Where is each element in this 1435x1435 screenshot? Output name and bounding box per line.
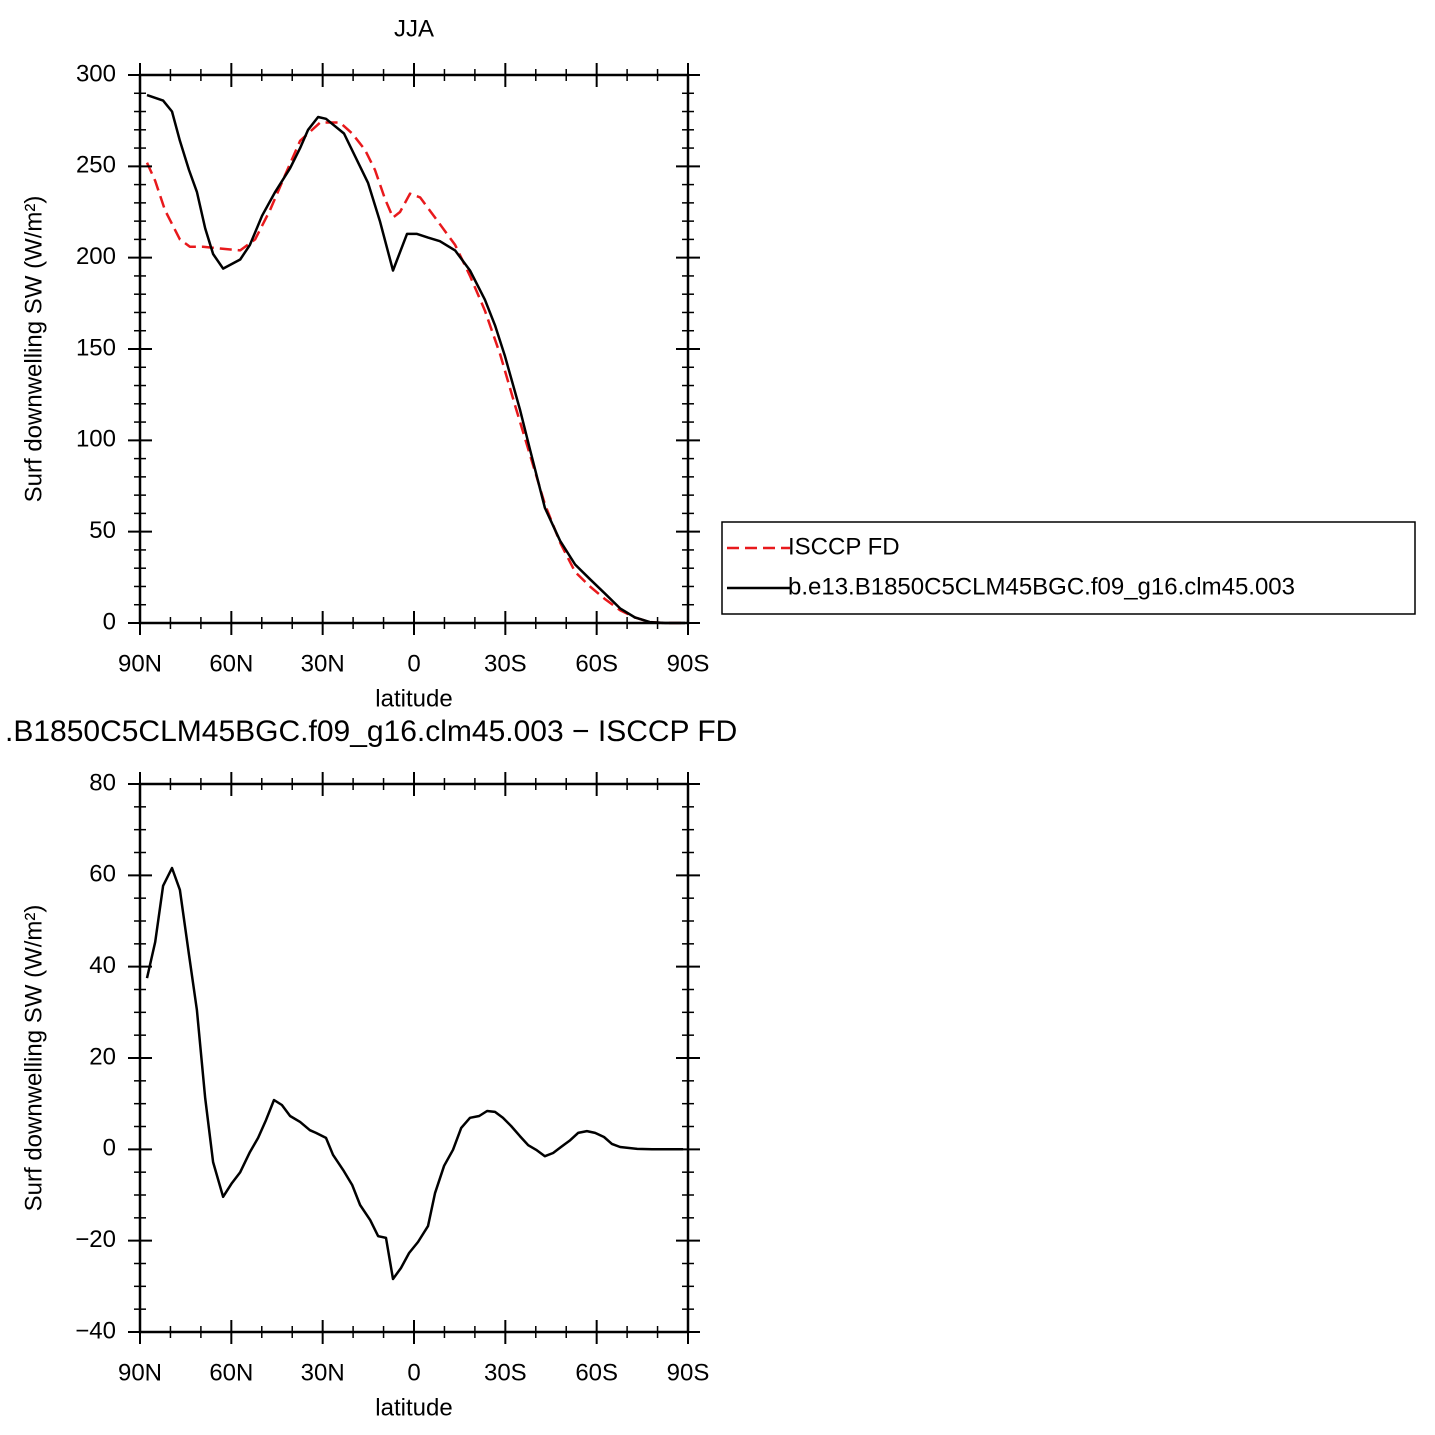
legend-label: b.e13.B1850C5CLM45BGC.f09_g16.clm45.003: [788, 573, 1295, 600]
chart-title: .B1850C5CLM45BGC.f09_g16.clm45.003 − ISC…: [5, 715, 737, 748]
x-tick-label: 0: [407, 1359, 420, 1386]
x-tick-label: 60N: [209, 1359, 253, 1386]
x-tick-label: 90N: [118, 1359, 162, 1386]
legend-label: ISCCP FD: [788, 533, 900, 560]
y-tick-label: 200: [76, 243, 116, 270]
x-tick-label: 60S: [575, 1359, 618, 1386]
y-tick-label: −20: [75, 1226, 116, 1253]
data-line: [145, 121, 685, 625]
legend-box: [721, 521, 1416, 615]
data-line: [146, 93, 685, 625]
y-tick-label: 20: [89, 1043, 116, 1070]
y-tick-label: 150: [76, 334, 116, 361]
y-tick-label: 250: [76, 152, 116, 179]
x-axis-label: latitude: [375, 685, 452, 712]
x-tick-label: 60S: [575, 650, 618, 677]
plot-frame: [138, 73, 690, 625]
chart-title: JJA: [394, 15, 434, 42]
y-tick-label: 100: [76, 426, 116, 453]
x-tick-label: 30N: [301, 650, 345, 677]
y-tick-label: 80: [89, 769, 116, 796]
y-tick-label: 0: [103, 608, 116, 635]
x-tick-label: 90N: [118, 650, 162, 677]
y-tick-label: 300: [76, 60, 116, 87]
y-tick-label: 0: [103, 1135, 116, 1162]
x-tick-label: 0: [407, 650, 420, 677]
y-axis-label: Surf downwelling SW (W/m²): [20, 196, 47, 503]
x-tick-label: 30S: [484, 650, 527, 677]
data-line: [145, 866, 684, 1281]
y-axis-label: Surf downwelling SW (W/m²): [20, 905, 47, 1212]
x-tick-label: 30S: [484, 1359, 527, 1386]
x-tick-label: 90S: [667, 650, 710, 677]
y-tick-label: 40: [89, 952, 116, 979]
x-axis-label: latitude: [375, 1394, 452, 1421]
y-tick-label: 50: [89, 517, 116, 544]
plot-frame: [138, 782, 690, 1334]
y-tick-label: 60: [89, 861, 116, 888]
x-tick-label: 60N: [209, 650, 253, 677]
x-tick-label: 90S: [667, 1359, 710, 1386]
x-tick-label: 30N: [301, 1359, 345, 1386]
y-tick-label: −40: [75, 1317, 116, 1344]
